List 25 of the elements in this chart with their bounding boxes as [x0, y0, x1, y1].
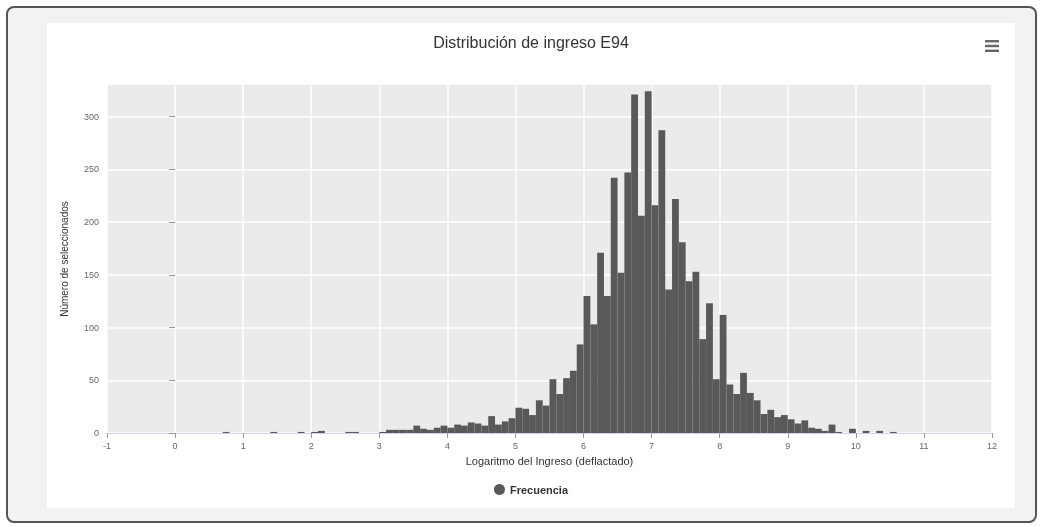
x-tick-label: 3: [376, 440, 382, 451]
x-tick-label: 6: [581, 440, 587, 451]
x-axis-title: Logaritmo del Ingreso (deflactado): [465, 454, 634, 467]
x-tick-label: 11: [919, 440, 929, 451]
x-tick-label: 4: [444, 440, 450, 451]
y-tick-label: 200: [83, 217, 99, 228]
x-tick-label: 10: [850, 440, 861, 451]
y-tick-label: 150: [83, 269, 99, 280]
y-tick-label: 250: [83, 164, 99, 175]
legend-label: Frecuencia: [509, 483, 569, 496]
x-tick-label: 12: [986, 440, 998, 451]
x-tick-label: 0: [172, 440, 178, 451]
y-tick-label: 50: [88, 375, 99, 386]
x-tick-label: 8: [717, 440, 723, 451]
x-tick-label: 7: [649, 440, 655, 451]
x-tick-label: 9: [785, 440, 791, 451]
y-tick-label: 300: [83, 111, 99, 122]
y-tick-label: 0: [93, 428, 99, 438]
x-tick-label: 1: [240, 440, 246, 451]
y-axis-title: Número de seleccionados: [58, 201, 70, 317]
chart-title: Distribución de ingreso E94: [433, 33, 629, 51]
x-tick-label: 2: [308, 440, 314, 451]
x-tick-label: -1: [102, 440, 112, 451]
x-tick-label: 5: [512, 440, 518, 451]
y-tick-label: 100: [83, 322, 99, 333]
